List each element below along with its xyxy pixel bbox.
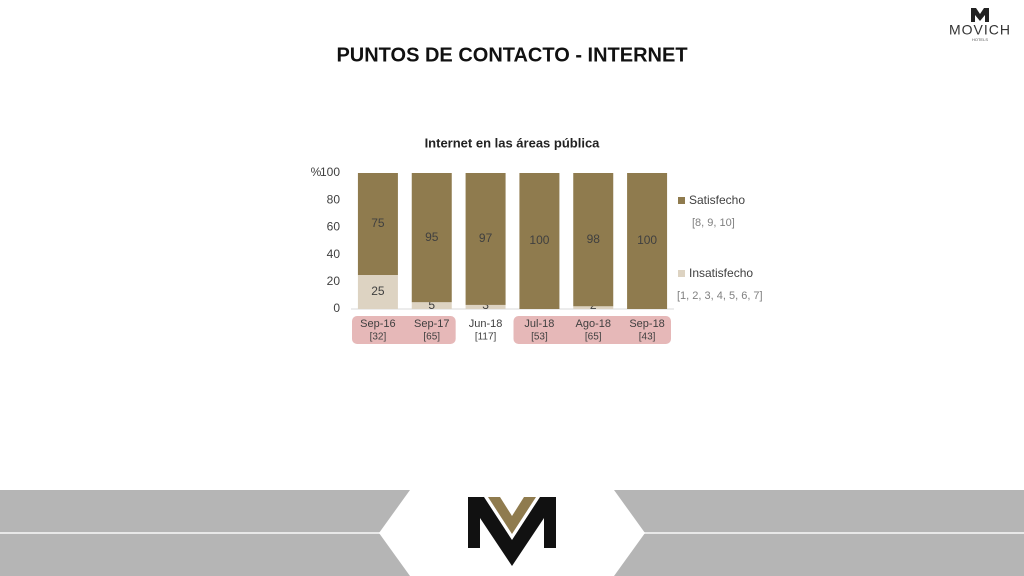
y-tick-label: 0 [333, 301, 340, 315]
data-label: 5 [428, 298, 435, 312]
data-label: 100 [637, 233, 657, 247]
sample-size: [117] [475, 332, 497, 343]
logo-mark [971, 8, 989, 22]
footer-logo-m [468, 497, 556, 566]
bar-segment [519, 173, 560, 309]
bar-segment [573, 306, 614, 309]
data-label: 100 [529, 233, 549, 247]
bar-segment [411, 173, 452, 303]
category-highlight [513, 316, 671, 344]
chart-title: Internet en las áreas pública [425, 135, 601, 150]
data-label: 25 [371, 284, 385, 298]
bar-segment [573, 173, 614, 307]
data-label: 97 [479, 231, 493, 245]
bar-segment [411, 302, 452, 309]
legend-swatch [678, 270, 685, 277]
footer-logo-v [488, 497, 536, 534]
y-tick-label: 40 [327, 247, 341, 261]
x-tick-label: Ago-18 [576, 318, 611, 330]
data-label: 98 [587, 232, 601, 246]
sample-size: [65] [423, 332, 440, 343]
sample-size: [43] [639, 332, 656, 343]
bar-segment [627, 173, 668, 309]
bar-segment [465, 173, 506, 305]
legend-scale: [1, 2, 3, 4, 5, 6, 7] [677, 290, 763, 302]
footer [0, 490, 1024, 576]
x-tick-label: Sep-17 [414, 318, 449, 330]
x-tick-label: Sep-18 [629, 318, 664, 330]
legend-scale: [8, 9, 10] [692, 217, 735, 229]
data-label: 95 [425, 230, 439, 244]
data-label: 75 [371, 216, 385, 230]
data-label: 3 [482, 298, 489, 312]
y-tick-label: 100 [320, 165, 340, 179]
y-tick-label: 20 [327, 274, 341, 288]
x-tick-label: Jul-18 [524, 318, 554, 330]
sample-size: [32] [370, 332, 387, 343]
legend-label: Insatisfecho [689, 266, 753, 280]
y-tick-label: 80 [327, 192, 341, 206]
bar-segment [357, 173, 398, 275]
x-tick-label: Sep-16 [360, 318, 395, 330]
logo-tagline: HOTELS [972, 37, 988, 42]
logo-name: MOVICH [949, 22, 1011, 38]
bar-segment [465, 304, 506, 309]
bar-segment [357, 275, 398, 309]
sample-size: [53] [531, 332, 548, 343]
category-highlight [352, 316, 456, 344]
sample-size: [65] [585, 332, 602, 343]
legend-swatch [678, 197, 685, 204]
page-title: PUNTOS DE CONTACTO - INTERNET [336, 44, 687, 66]
legend-label: Satisfecho [689, 193, 745, 207]
x-tick-label: Jun-18 [469, 318, 503, 330]
y-axis-label: % [311, 165, 322, 179]
y-tick-label: 60 [327, 220, 341, 234]
